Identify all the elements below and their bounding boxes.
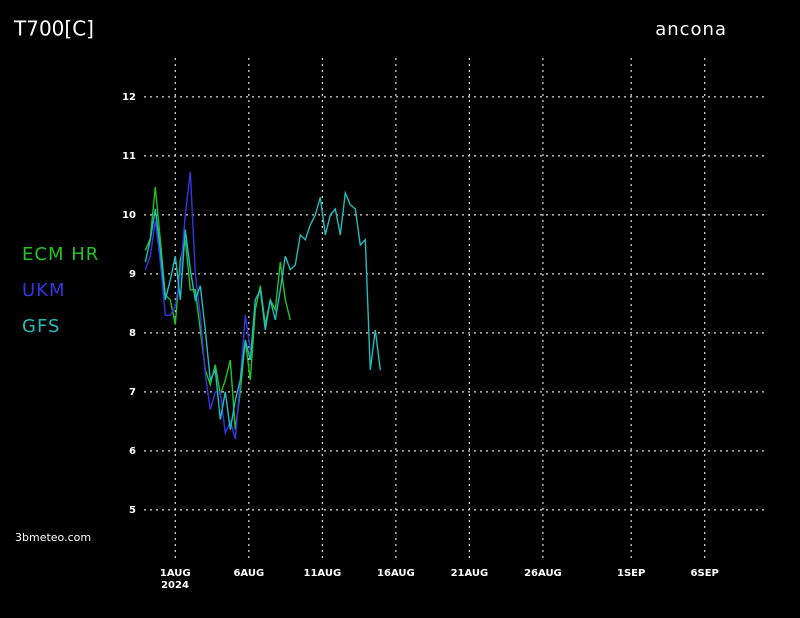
legend-entry: ECM HR (22, 244, 99, 265)
y-tick-label: 9 (129, 269, 136, 280)
x-tick-label: 6SEP (691, 568, 719, 579)
x-tick-label: 26AUG (524, 568, 562, 579)
y-tick-label: 10 (122, 210, 136, 221)
y-tick-label: 7 (129, 387, 136, 398)
year-label: 2024 (161, 580, 189, 591)
y-tick-label: 6 (129, 446, 136, 457)
credit: 3bmeteo.com (15, 531, 91, 544)
y-tick-label: 11 (122, 151, 136, 162)
y-tick-label: 12 (122, 92, 136, 103)
x-tick-label: 6AUG (233, 568, 264, 579)
x-tick-label: 1AUG (160, 568, 191, 579)
x-tick-label: 1SEP (617, 568, 645, 579)
x-tick-label: 21AUG (451, 568, 489, 579)
y-tick-label: 5 (129, 505, 136, 516)
series-line (144, 190, 381, 430)
legend-entry: GFS (22, 316, 60, 337)
series-line (144, 187, 291, 430)
x-tick-label: 11AUG (304, 568, 342, 579)
chart-title: T700[C] (13, 17, 94, 41)
y-tick-label: 8 (129, 328, 136, 339)
chart-subtitle: ancona (655, 19, 727, 40)
x-tick-label: 16AUG (377, 568, 415, 579)
legend-entry: UKM (22, 280, 66, 301)
